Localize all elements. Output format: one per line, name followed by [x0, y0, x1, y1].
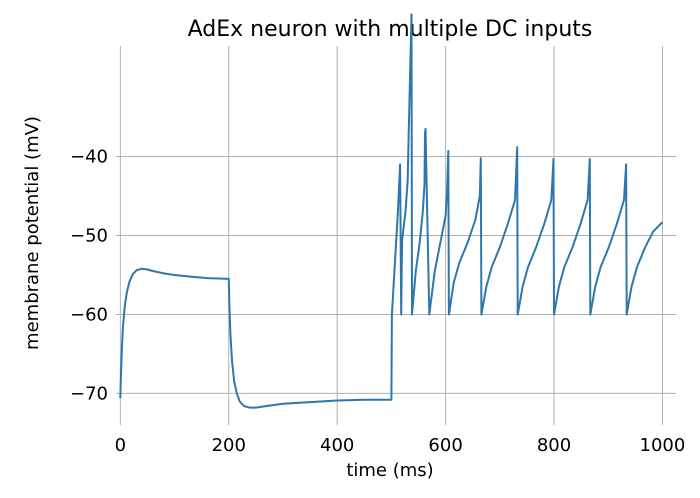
y-tick-label: −40 [70, 147, 108, 168]
y-tick-label: −70 [70, 383, 108, 404]
x-tick-label: 800 [537, 435, 571, 456]
y-tick-label: −60 [70, 304, 108, 325]
plot-area [119, 13, 664, 409]
y-axis-label: membrane potential (mV) [22, 116, 43, 350]
x-axis: 0 200 400 600 800 1000 [115, 435, 686, 456]
y-tick-label: −50 [70, 226, 108, 247]
x-axis-label: time (ms) [346, 460, 433, 481]
x-tick-label: 1000 [640, 435, 686, 456]
y-axis: −70 −60 −50 −40 [70, 147, 108, 405]
series-line [119, 13, 664, 409]
x-tick-label: 200 [212, 435, 246, 456]
chart-title: AdEx neuron with multiple DC inputs [188, 17, 593, 42]
x-tick-label: 400 [320, 435, 354, 456]
x-tick-label: 600 [428, 435, 462, 456]
x-tick-label: 0 [115, 435, 126, 456]
